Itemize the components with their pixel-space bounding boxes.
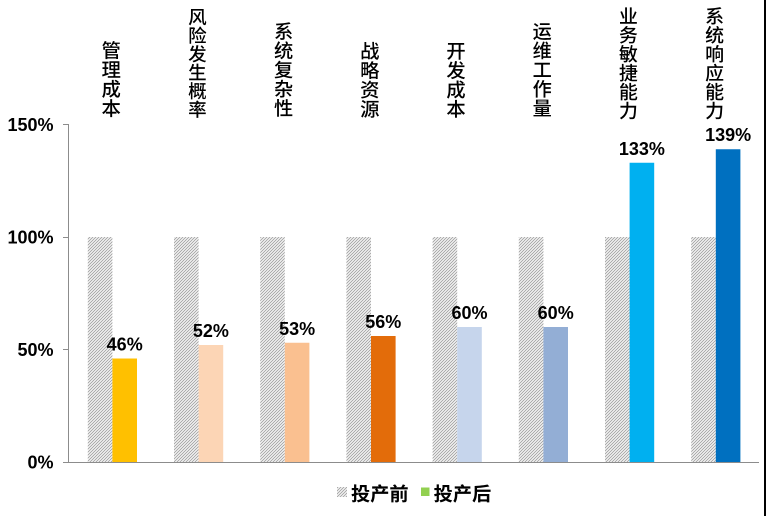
svg-text:53%: 53%: [279, 319, 315, 339]
svg-text:52%: 52%: [193, 321, 229, 341]
svg-text:60%: 60%: [451, 303, 487, 323]
svg-text:100%: 100%: [7, 228, 53, 248]
svg-text:139%: 139%: [705, 125, 751, 145]
svg-text:133%: 133%: [619, 139, 665, 159]
svg-text:150%: 150%: [7, 115, 53, 135]
svg-text:50%: 50%: [17, 340, 53, 360]
svg-text:56%: 56%: [365, 312, 401, 332]
svg-text:60%: 60%: [538, 303, 574, 323]
svg-text:46%: 46%: [107, 335, 143, 355]
svg-text:0%: 0%: [27, 453, 53, 473]
